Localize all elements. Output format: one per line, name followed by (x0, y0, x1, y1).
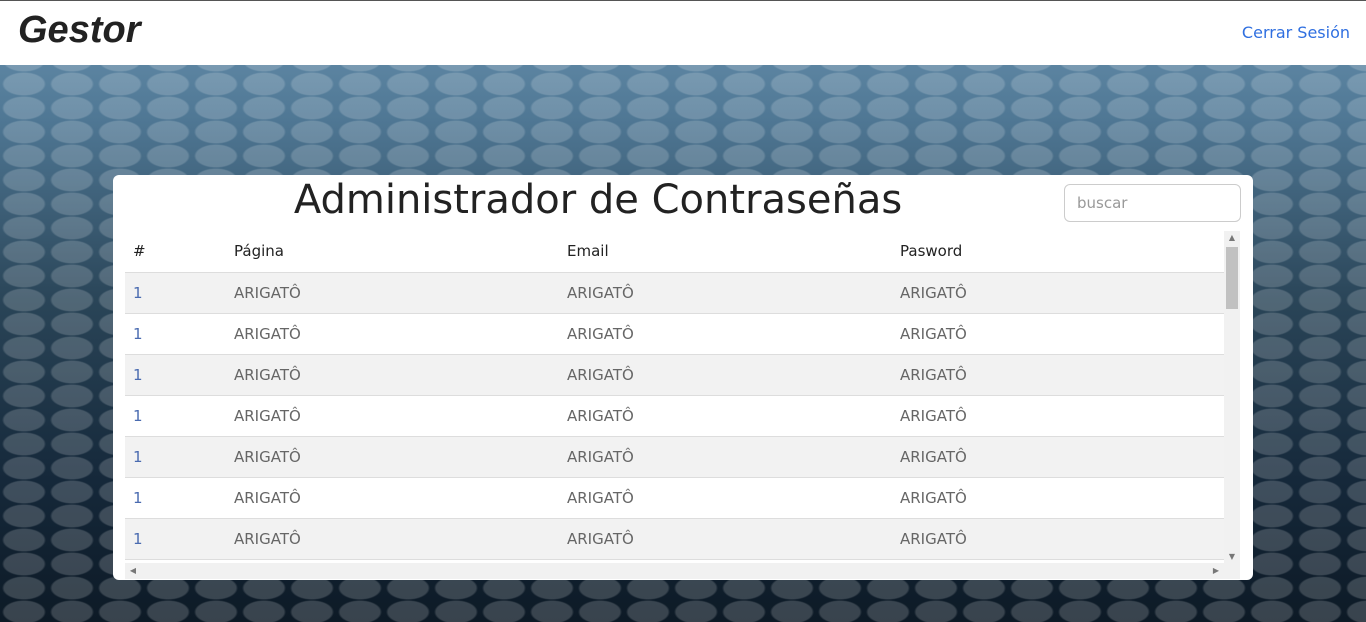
scroll-right-icon[interactable]: ▶ (1212, 566, 1220, 575)
scroll-up-icon[interactable]: ▲ (1228, 233, 1236, 242)
page-cell: ARIGATÔ (226, 436, 559, 478)
column-header: Email (559, 231, 892, 273)
column-header: Pasword (892, 231, 1224, 273)
scroll-thumb[interactable] (1226, 247, 1238, 309)
row-number: 1 (125, 272, 226, 314)
email-cell: ARIGATÔ (559, 354, 892, 396)
email-cell: ARIGATÔ (559, 436, 892, 478)
row-number: 1 (125, 477, 226, 519)
column-header: Página (226, 231, 559, 273)
email-cell: ARIGATÔ (559, 313, 892, 355)
horizontal-scrollbar[interactable]: ◀ ▶ (125, 563, 1240, 579)
page-title: Administrador de Contraseñas (293, 177, 903, 223)
page-cell: ARIGATÔ (226, 354, 559, 396)
password-cell: ARIGATÔ (892, 395, 1224, 437)
password-cell: ARIGATÔ (892, 477, 1224, 519)
table-container: # Página Email Pasword 1 ARIGATÔ ARIGATÔ ARIGA… (125, 231, 1240, 579)
row-number: 1 (125, 395, 226, 437)
logout-link[interactable]: Cerrar Sesión (1241, 23, 1350, 42)
row-number: 1 (125, 518, 226, 560)
navbar: Gestor Cerrar Sesión (0, 0, 1366, 65)
page-cell: ARIGATÔ (226, 395, 559, 437)
table-header: # Página Email Pasword (125, 231, 1224, 273)
page-cell: ARIGATÔ (226, 518, 559, 560)
email-cell: ARIGATÔ (559, 395, 892, 437)
password-cell: ARIGATÔ (892, 354, 1224, 396)
scroll-down-icon[interactable]: ▼ (1228, 552, 1236, 561)
email-cell: ARIGATÔ (559, 272, 892, 314)
row-number: 1 (125, 436, 226, 478)
row-number: 1 (125, 354, 226, 396)
passwords-table: # Página Email Pasword 1 ARIGATÔ ARIGATÔ ARIGA… (125, 231, 1224, 579)
column-header: # (125, 231, 226, 273)
page-cell: ARIGATÔ (226, 313, 559, 355)
password-cell: ARIGATÔ (892, 313, 1224, 355)
scroll-left-icon[interactable]: ◀ (129, 566, 137, 575)
row-number: 1 (125, 313, 226, 355)
search-input[interactable] (1064, 184, 1241, 222)
password-manager-card: Administrador de Contraseñas #PáginaEmai… (113, 175, 1253, 580)
page-cell: ARIGATÔ (226, 272, 559, 314)
email-cell: ARIGATÔ (559, 518, 892, 560)
page-cell: ARIGATÔ (226, 477, 559, 519)
password-cell: ARIGATÔ (892, 272, 1224, 314)
password-cell: ARIGATÔ (892, 436, 1224, 478)
brand-logo[interactable]: Gestor (18, 9, 141, 51)
password-cell: ARIGATÔ (892, 518, 1224, 560)
email-cell: ARIGATÔ (559, 477, 892, 519)
vertical-scrollbar[interactable]: ▲ ▼ (1224, 231, 1240, 563)
